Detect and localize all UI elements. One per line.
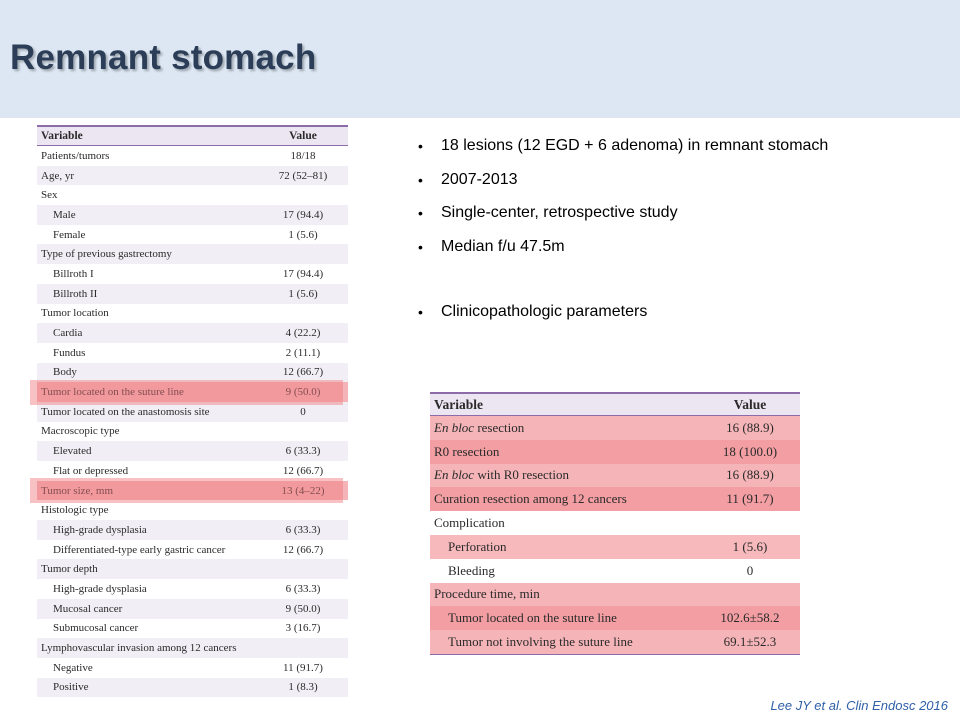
table-row: Mucosal cancer 9 (50.0) [37,598,348,619]
table-row: Tumor depth [37,559,348,580]
table-row: Lymphovascular invasion among 12 cancers [37,638,348,658]
table-row: En bloc resection 16 (88.9) [430,416,800,440]
table-row: Age, yr 72 (52–81) [37,165,348,186]
table-bottom-rule [430,653,800,662]
table-row: Elevated 6 (33.3) [37,441,348,461]
header-variable: Variable [434,396,484,412]
table-row: Histologic type [41,504,109,517]
table-row: Billroth II 1 (5.6) [37,283,348,304]
table-header: Variable Value [37,127,348,146]
italic-term: En bloc [434,419,475,435]
table-row: Tumor location [41,307,109,320]
table-row: R0 resection 18 (100.0) [430,439,800,464]
table-row: Differentiated-type early gastric cancer… [53,543,324,556]
table-row: Male 17 (94.4) [37,205,348,225]
italic-term: En bloc [434,467,475,483]
patient-characteristics-table: Variable Value Patients/tumors 18/18 Age,… [37,125,348,698]
table-row: Tumor located on the anastomosis site 0 [37,401,348,422]
bullet-item: 18 lesions (12 EGD + 6 adenoma) in remna… [418,134,938,168]
table-row: Macroscopic type [41,425,120,438]
table-row: Negative 11 (91.7) [53,661,323,674]
table-row: High-grade dysplasia 6 (33.3) [37,520,348,540]
table-row: Body 12 (66.7) [37,362,348,383]
table-row: Fundus 2 (11.1) [53,346,321,359]
table-row: Complication [430,511,800,535]
table-row: Bleeding 0 [430,558,800,583]
table-row: Billroth I 17 (94.4) [53,267,324,280]
bullet-item: Single-center, retrospective study [418,201,938,235]
table-header: Variable Value [430,392,800,416]
title-band [0,0,960,118]
treatment-outcomes-table: Variable Value En bloc resection 16 (88.… [430,392,800,662]
table-row: Tumor not involving the suture line 69.1… [430,630,800,654]
table-row: Curation resection among 12 cancers 11 (… [430,487,800,512]
header-value: Value [733,396,767,412]
table-row: Cardia 4 (22.2) [37,323,348,343]
table-row: Tumor located on the suture line 102.6±5… [430,606,800,631]
table-row: Patients/tumors 18/18 [41,149,316,162]
table-row: Submucosal cancer 3 (16.7) [53,622,321,635]
bullet-list: 18 lesions (12 EGD + 6 adenoma) in remna… [418,134,938,333]
slide-title: Remnant stomach [10,38,317,77]
highlight-tumor-size [30,478,343,503]
header-value: Value [289,130,317,142]
highlight-suture-line [30,380,343,405]
table-row: Perforation 1 (5.6) [430,534,800,559]
table-row: Positive 1 (8.3) [37,677,348,698]
table-row: Procedure time, min [430,582,800,607]
bullet-item: 2007-2013 [418,168,938,202]
table-row: Female 1 (5.6) [53,228,318,241]
header-variable: Variable [41,130,83,142]
citation: Lee JY et al. Clin Endosc 2016 [770,698,948,713]
bullet-item: Clinicopathologic parameters [418,300,938,334]
table-row: Flat or depressed 12 (66.7) [53,464,324,477]
table-row-highlighted: Tumor located on the suture line 9 (50.0) [37,382,348,402]
table-row-highlighted: Tumor size, mm 13 (4–22) [37,480,348,501]
table-row: High-grade dysplasia 6 (33.3) [53,582,321,595]
table-row: Sex [41,189,58,202]
table-row: En bloc with R0 resection 16 (88.9) [430,463,800,488]
bullet-item: Median f/u 47.5m [418,235,938,300]
table-row: Type of previous gastrectomy [37,244,348,265]
